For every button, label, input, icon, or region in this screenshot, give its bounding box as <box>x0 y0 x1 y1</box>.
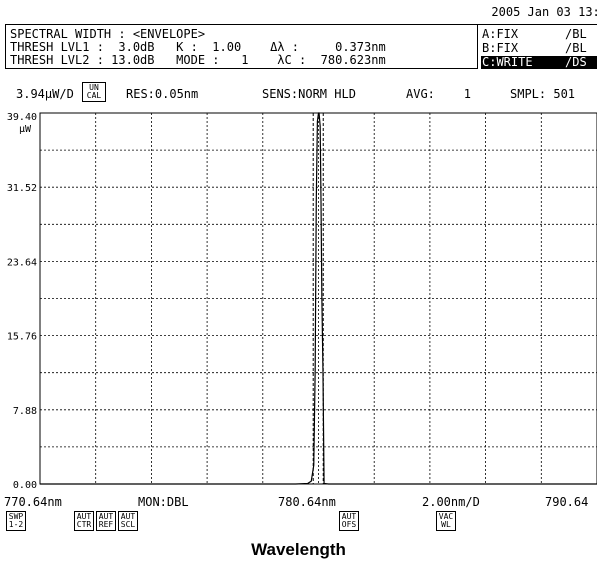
y-tick-label: 31.52 <box>7 183 37 194</box>
auto-offset-key[interactable]: AUT OFS <box>339 511 359 531</box>
trace-b-mode: /BL <box>565 41 587 55</box>
marker-lines <box>312 113 324 484</box>
thresh-lvl1-line: THRESH LVL1 : 3.0dB K : 1.00 Δλ : 0.373n… <box>10 40 386 54</box>
chart-grid <box>40 113 597 484</box>
trace-b-label: B:FIX <box>482 41 519 55</box>
sweep-mode-key[interactable]: SWP 1-2 <box>6 511 26 531</box>
thresh-lvl2-line: THRESH LVL2 : 13.0dB MODE : 1 λC : 780.6… <box>10 53 386 67</box>
vacuum-wavelength-key[interactable]: VAC WL <box>436 511 456 531</box>
auto-scale-key[interactable]: AUT SCL <box>118 511 138 531</box>
measurement-info-box: SPECTRAL WIDTH : <ENVELOPE> THRESH LVL1 … <box>5 24 478 69</box>
trace-a-mode: /BL <box>565 27 587 41</box>
chart-frame <box>39 112 597 485</box>
trace-c-mode: /DS <box>565 55 587 69</box>
sampling-label: SMPL: 501 <box>510 87 576 101</box>
uncal-badge: UN CAL <box>82 82 106 102</box>
trace-a[interactable]: A:FIX /BL <box>481 28 597 41</box>
sensitivity-label: SENS:NORM HLD <box>262 87 356 101</box>
y-tick-label: 39.40 <box>7 112 37 123</box>
y-tick-label: 0.00 <box>13 480 37 491</box>
span-label: 2.00nm/D <box>422 495 480 509</box>
spectral-width-label: SPECTRAL WIDTH : <ENVELOPE> <box>10 27 206 41</box>
monitor-label: MON:DBL <box>138 495 189 509</box>
start-wavelength-label: 770.64nm <box>4 495 62 509</box>
stop-wavelength-label: 790.64 <box>545 495 589 509</box>
auto-reference-key[interactable]: AUT REF <box>96 511 116 531</box>
center-wavelength-label: 780.64nm <box>278 495 336 509</box>
y-tick-label: 23.64 <box>7 257 37 268</box>
y-axis-tick-labels: 39.40 31.52 23.64 15.76 7.88 0.00 <box>7 112 37 491</box>
resolution-label: RES:0.05nm <box>126 87 199 101</box>
trace-b[interactable]: B:FIX /BL <box>481 42 597 55</box>
scale-label: 3.94μW/D <box>16 87 74 101</box>
trace-panel: A:FIX /BL B:FIX /BL C:WRITE /DS <box>478 24 597 69</box>
datetime-label: 2005 Jan 03 13:2 <box>491 5 597 19</box>
trace-c[interactable]: C:WRITE /DS <box>481 56 597 69</box>
y-tick-label: 7.88 <box>13 406 37 417</box>
trace-a-label: A:FIX <box>482 27 519 41</box>
y-axis-unit-label: μW <box>19 124 32 135</box>
y-tick-label: 15.76 <box>7 332 37 343</box>
average-label: AVG: 1 <box>406 87 472 101</box>
auto-center-key[interactable]: AUT CTR <box>74 511 94 531</box>
trace-c-label: C:WRITE <box>482 55 533 69</box>
x-axis-title: Wavelength <box>251 540 346 559</box>
